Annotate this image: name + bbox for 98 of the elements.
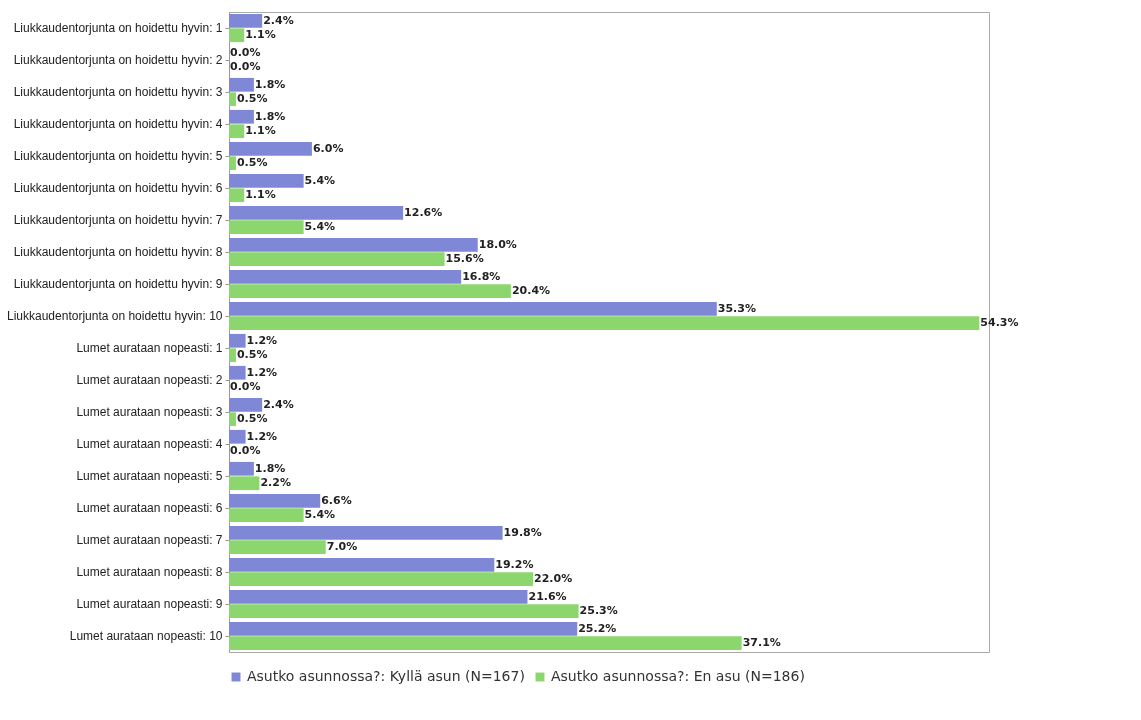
bar [229,252,445,267]
bar [229,493,321,508]
y-tick-label: Liukkaudentorjunta on hoidettu hyvin: 8 [13,245,223,259]
bar [229,476,260,491]
data-label: 5.4% [304,508,336,522]
data-label: 2.4% [263,397,294,411]
data-label: 2.2% [260,476,291,490]
bar [229,348,236,363]
y-tick-label: Lumet aurataan nopeasti: 1 [76,341,223,355]
y-tick-label: Lumet aurataan nopeasti: 7 [76,533,223,547]
data-label: 1.1% [245,188,276,202]
y-tick-label: Liukkaudentorjunta on hoidettu hyvin: 10 [7,309,223,323]
data-label: 12.6% [404,205,443,219]
bar [229,284,511,299]
data-label: 25.3% [579,604,618,618]
bar [229,301,717,316]
y-tick-label: Lumet aurataan nopeasti: 10 [69,629,223,643]
bar [229,28,245,43]
data-label: 6.6% [321,493,352,507]
data-label: 15.6% [445,252,484,266]
data-label: 0.0% [230,380,261,394]
bar [229,220,304,235]
bar [229,508,304,523]
bar [229,77,254,92]
legend-label: Asutko asunnossa?: Kyllä asun (N=167) [247,668,525,684]
data-label: 21.6% [528,589,567,603]
y-tick-label: Liukkaudentorjunta on hoidettu hyvin: 6 [13,181,223,195]
bar [229,572,533,587]
bar [229,188,245,203]
y-tick-label: Liukkaudentorjunta on hoidettu hyvin: 4 [13,117,223,131]
bar [229,525,503,540]
y-tick-label: Liukkaudentorjunta on hoidettu hyvin: 9 [13,277,223,291]
y-tick-label: Lumet aurataan nopeasti: 5 [76,469,223,483]
data-label: 1.2% [246,365,278,379]
y-tick-label: Liukkaudentorjunta on hoidettu hyvin: 3 [13,85,223,99]
data-label: 0.5% [236,412,268,426]
data-label: 0.5% [236,92,268,106]
data-label: 0.5% [236,348,268,362]
bar [229,429,246,444]
bar [229,237,478,252]
bar [229,205,404,220]
bar [229,589,528,604]
y-tick-label: Liukkaudentorjunta on hoidettu hyvin: 7 [13,213,223,227]
data-label: 0.0% [230,60,261,74]
data-label: 1.8% [254,461,286,475]
data-label: 0.0% [230,45,261,59]
y-tick-label: Lumet aurataan nopeasti: 9 [76,597,223,611]
data-label: 1.2% [246,429,278,443]
bar [229,397,263,412]
bar [229,92,236,107]
y-tick-label: Lumet aurataan nopeasti: 4 [76,437,223,451]
data-label: 5.4% [304,173,336,187]
bar [229,412,236,427]
bar [229,316,980,331]
data-label: 5.4% [304,220,336,234]
y-tick-label: Liukkaudentorjunta on hoidettu hyvin: 2 [13,53,223,67]
bar [229,461,254,476]
data-label: 1.1% [245,28,276,42]
data-label: 1.8% [254,77,286,91]
data-label: 6.0% [312,141,344,155]
data-label: 0.5% [236,156,268,170]
data-label: 19.8% [503,525,542,539]
bar [229,109,254,124]
data-label: 20.4% [511,284,551,298]
data-label: 1.8% [254,109,286,123]
data-label: 2.4% [263,13,294,27]
data-label: 1.2% [246,333,278,347]
bar [229,173,304,188]
data-label: 25.2% [578,621,617,635]
bar [229,156,236,171]
data-label: 1.1% [245,124,276,138]
legend-label: Asutko asunnossa?: En asu (N=186) [551,668,805,684]
bar [229,141,312,156]
y-tick-label: Lumet aurataan nopeasti: 6 [76,501,223,515]
data-label: 22.0% [534,572,573,586]
y-tick-label: Liukkaudentorjunta on hoidettu hyvin: 5 [13,149,223,163]
bar [229,13,263,28]
bar [229,636,742,651]
bar [229,604,579,619]
data-label: 54.3% [980,316,1019,330]
bar [229,269,462,284]
data-label: 16.8% [462,269,501,283]
data-label: 19.2% [495,557,534,571]
bar [229,124,245,139]
bar [229,333,246,348]
data-label: 18.0% [478,237,517,251]
data-label: 37.1% [742,636,781,650]
data-label: 35.3% [717,301,756,315]
y-tick-label: Lumet aurataan nopeasti: 8 [76,565,223,579]
bar [229,557,495,572]
data-label: 0.0% [230,444,261,458]
y-tick-label: Lumet aurataan nopeasti: 2 [76,373,223,387]
bar [229,540,326,555]
y-tick-label: Liukkaudentorjunta on hoidettu hyvin: 1 [13,21,223,35]
data-label: 7.0% [326,540,358,554]
y-tick-label: Lumet aurataan nopeasti: 3 [76,405,223,419]
bar [229,621,578,636]
bar [229,365,246,380]
